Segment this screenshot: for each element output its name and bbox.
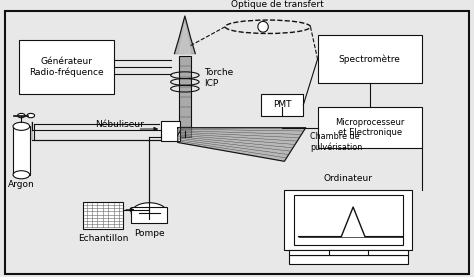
Text: Torche
ICP: Torche ICP: [204, 68, 233, 88]
FancyBboxPatch shape: [261, 94, 303, 116]
Circle shape: [131, 203, 167, 223]
Text: Spectromètre: Spectromètre: [339, 54, 401, 64]
FancyBboxPatch shape: [5, 11, 469, 274]
Text: Argon: Argon: [8, 180, 35, 189]
FancyBboxPatch shape: [161, 121, 180, 141]
Text: Générateur
Radio-fréquence: Générateur Radio-fréquence: [29, 57, 104, 77]
FancyBboxPatch shape: [318, 35, 422, 83]
FancyBboxPatch shape: [289, 255, 408, 263]
FancyBboxPatch shape: [13, 126, 30, 175]
FancyBboxPatch shape: [83, 202, 123, 229]
Ellipse shape: [258, 21, 268, 32]
FancyBboxPatch shape: [289, 250, 408, 255]
Text: Pompe: Pompe: [134, 229, 164, 238]
FancyBboxPatch shape: [19, 40, 114, 94]
FancyBboxPatch shape: [294, 195, 403, 245]
Text: Nébuliseur: Nébuliseur: [95, 120, 144, 129]
Polygon shape: [179, 24, 191, 54]
Text: Microprocesseur
et Electronique: Microprocesseur et Electronique: [335, 118, 404, 137]
Ellipse shape: [13, 122, 30, 130]
Text: Echantillon: Echantillon: [78, 234, 128, 243]
FancyBboxPatch shape: [284, 190, 412, 250]
Text: PMT: PMT: [273, 100, 292, 109]
Text: Optique de transfert: Optique de transfert: [231, 0, 324, 9]
Text: Chambre de
pulvérisation: Chambre de pulvérisation: [310, 132, 363, 152]
Circle shape: [18, 113, 25, 118]
Polygon shape: [174, 16, 195, 54]
Text: Ordinateur: Ordinateur: [324, 174, 373, 183]
FancyBboxPatch shape: [131, 207, 167, 223]
Circle shape: [145, 211, 154, 216]
Polygon shape: [178, 128, 306, 161]
FancyBboxPatch shape: [179, 56, 191, 137]
Ellipse shape: [13, 171, 30, 179]
FancyBboxPatch shape: [318, 107, 422, 148]
Circle shape: [27, 113, 35, 118]
